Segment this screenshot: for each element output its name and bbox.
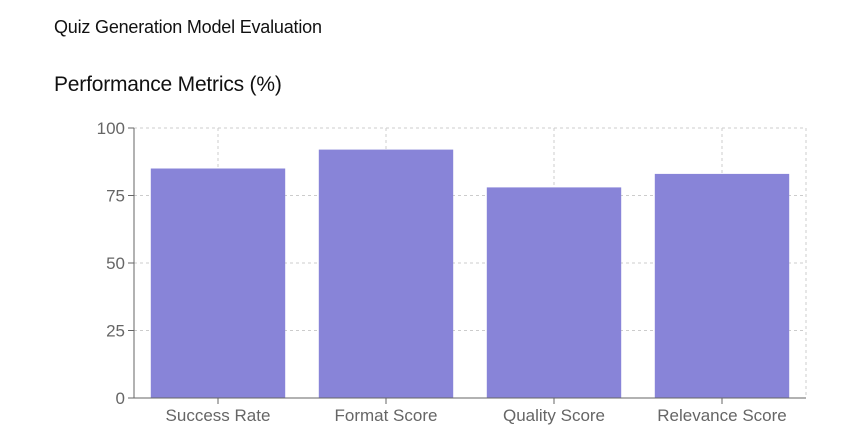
x-tick-label: Relevance Score: [657, 406, 786, 425]
y-tick-label: 75: [106, 187, 125, 206]
bar-quality-score: [486, 187, 622, 398]
x-tick-label: Quality Score: [503, 406, 605, 425]
page-title: Quiz Generation Model Evaluation: [54, 17, 322, 37]
x-tick-label: Format Score: [335, 406, 438, 425]
y-tick-label: 100: [97, 119, 125, 138]
bar-success-rate: [150, 168, 286, 398]
y-tick-label: 50: [106, 254, 125, 273]
chart-title: Performance Metrics (%): [54, 73, 282, 96]
bar-relevance-score: [654, 173, 790, 398]
bar-format-score: [318, 149, 454, 398]
x-tick-label: Success Rate: [166, 406, 271, 425]
y-tick-label: 0: [116, 389, 125, 408]
y-tick-label: 25: [106, 322, 125, 341]
